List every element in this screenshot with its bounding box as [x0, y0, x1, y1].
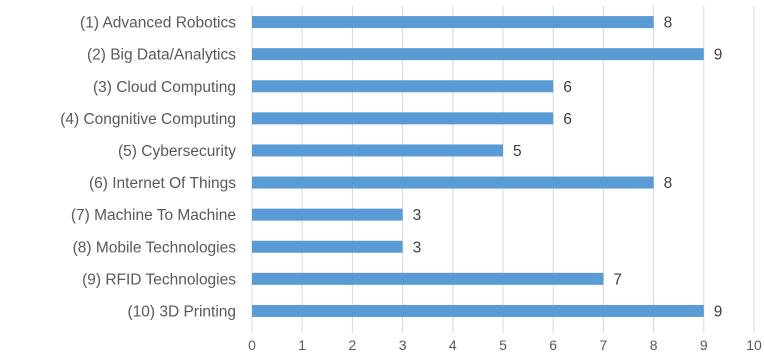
bar-value-label: 8 — [664, 15, 673, 32]
bar-value-label: 5 — [513, 143, 522, 160]
bar — [252, 176, 654, 189]
bar — [252, 80, 554, 93]
category-label: (3) Cloud Computing — [93, 79, 236, 96]
x-tick-label: 6 — [549, 337, 557, 353]
category-label: (4) Congnitive Computing — [60, 111, 236, 128]
bar-value-label: 7 — [613, 271, 622, 288]
category-label: (9) RFID Technologies — [82, 271, 236, 288]
value-axis: 0 1 2 3 4 5 6 7 8 9 10 — [248, 337, 762, 353]
bar-value-label: 6 — [563, 111, 572, 128]
bar — [252, 144, 503, 157]
category-label: (5) Cybersecurity — [118, 143, 236, 160]
data-labels: 8 9 6 6 5 8 3 3 7 9 — [413, 15, 723, 321]
bar-value-label: 9 — [714, 303, 723, 320]
bar-value-label: 8 — [664, 175, 673, 192]
category-label: (7) Machine To Machine — [71, 207, 236, 224]
x-tick-label: 10 — [746, 337, 762, 353]
bar — [252, 112, 554, 125]
bar-value-label: 3 — [413, 207, 422, 224]
bar — [252, 272, 604, 285]
bar — [252, 240, 403, 253]
bars — [252, 16, 704, 317]
x-tick-label: 7 — [600, 337, 608, 353]
category-label: (1) Advanced Robotics — [80, 15, 236, 32]
category-label: (6) Internet Of Things — [89, 175, 236, 192]
bar — [252, 304, 704, 317]
bar-value-label: 6 — [563, 79, 572, 96]
category-label: (2) Big Data/Analytics — [87, 47, 236, 64]
category-axis: (1) Advanced Robotics (2) Big Data/Analyt… — [60, 15, 236, 321]
x-tick-label: 0 — [248, 337, 256, 353]
bar-value-label: 3 — [413, 239, 422, 256]
x-tick-label: 8 — [650, 337, 658, 353]
category-label: (10) 3D Printing — [127, 303, 236, 320]
gridlines — [251, 6, 755, 333]
bar-value-label: 9 — [714, 47, 723, 64]
bar — [252, 16, 654, 29]
x-tick-label: 1 — [298, 337, 306, 353]
x-tick-label: 2 — [349, 337, 357, 353]
category-label: (8) Mobile Technologies — [73, 239, 237, 256]
x-tick-label: 3 — [399, 337, 407, 353]
bar — [252, 208, 403, 221]
bar — [252, 48, 704, 61]
x-tick-label: 5 — [499, 337, 507, 353]
x-tick-label: 9 — [700, 337, 708, 353]
x-tick-label: 4 — [449, 337, 457, 353]
